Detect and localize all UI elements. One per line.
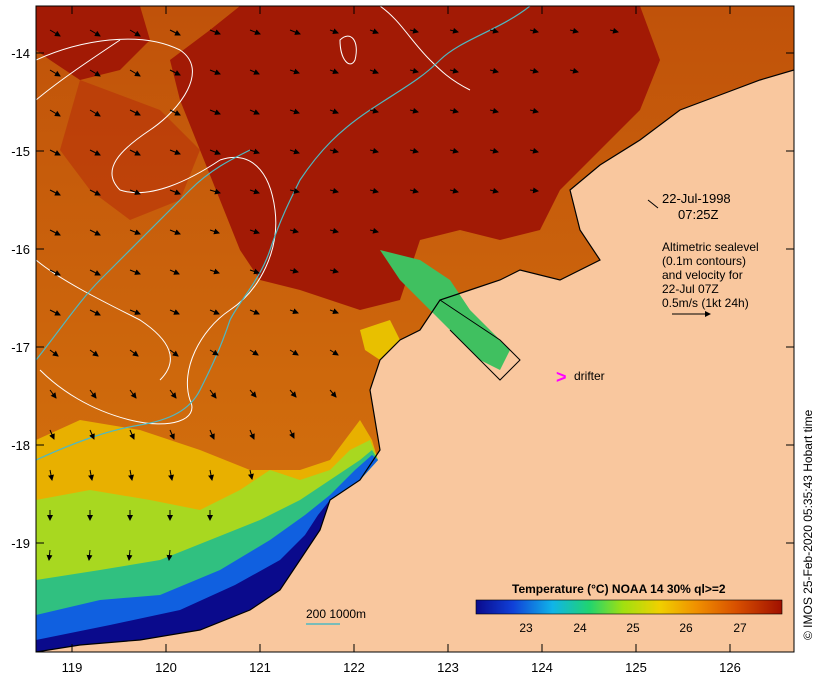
time-label: 07:25Z (678, 207, 719, 222)
lat-label: -14 (11, 46, 30, 61)
warm-water-region (170, 6, 660, 310)
lat-label: -17 (11, 340, 30, 355)
latitude-axis: -14 -15 -16 -17 -18 -19 (11, 46, 794, 551)
lon-label: 119 (62, 660, 83, 675)
lat-label: -19 (11, 536, 30, 551)
colorbar-tick: 24 (573, 621, 587, 635)
drifter-label: drifter (574, 369, 605, 383)
isobath-legend-label: 200 1000m (306, 607, 366, 621)
sealevel-contours (36, 6, 471, 425)
lon-label: 125 (625, 660, 647, 675)
altimetry-line: Altimetric sealevel (662, 240, 759, 254)
colorbar-title: Temperature (°C) NOAA 14 30% ql>=2 (512, 582, 726, 596)
colorbar-tick: 27 (733, 621, 747, 635)
altimetry-line: 22-Jul 07Z (662, 282, 719, 296)
lat-label: -16 (11, 242, 30, 257)
lat-label: -18 (11, 438, 30, 453)
map-frame (35, 5, 795, 653)
lon-label: 124 (531, 660, 553, 675)
colorbar-ticks: 23 24 25 26 27 (519, 621, 747, 635)
colorbar (475, 599, 783, 615)
date-label: 22-Jul-1998 (662, 191, 731, 206)
lon-label: 123 (437, 660, 459, 675)
altimetry-line: 0.5m/s (1kt 24h) (662, 296, 749, 310)
drifter-symbol: > (556, 367, 567, 387)
lon-label: 120 (155, 660, 177, 675)
colorbar-tick: 23 (519, 621, 533, 635)
lon-label: 121 (249, 660, 271, 675)
isobath-line (36, 6, 531, 461)
imos-credit: © IMOS 25-Feb-2020 05:35:43 Hobart time (801, 409, 815, 640)
coastline (36, 69, 794, 652)
lon-label: 126 (719, 660, 741, 675)
lat-label: -15 (11, 144, 30, 159)
lon-label: 122 (343, 660, 365, 675)
colorbar-tick: 26 (679, 621, 693, 635)
altimetry-line: (0.1m contours) (662, 254, 746, 268)
colorbar-tick: 25 (626, 621, 640, 635)
longitude-axis: 119 120 121 122 123 124 125 126 (62, 6, 741, 675)
altimetry-line: and velocity for (662, 268, 743, 282)
velocity-arrows (46, 27, 619, 561)
